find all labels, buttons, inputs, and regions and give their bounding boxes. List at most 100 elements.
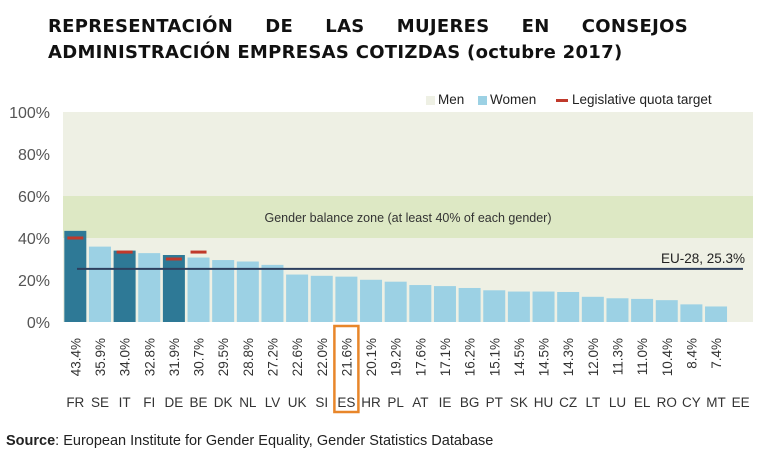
bar-women-hr [360, 279, 383, 322]
value-label: 31.9% [167, 338, 182, 376]
value-label: 20.1% [364, 338, 379, 376]
x-tick-label: LV [265, 395, 281, 410]
women-boards-bar-chart: 0% 20% 40% 60% 80% 100% Gender balance zone (a… [9, 92, 753, 414]
x-tick-label: SE [91, 395, 109, 410]
bar-women-hu [532, 291, 555, 322]
legend-label-women: Women [490, 92, 536, 107]
quota-marker-de [165, 257, 182, 261]
eu-average-label: EU-28, 25.3% [661, 251, 745, 266]
x-tick-label: PL [387, 395, 404, 410]
value-label: 7.4% [709, 338, 724, 369]
x-tick-label: RO [657, 395, 677, 410]
quota-marker-fr [67, 236, 84, 240]
legend-swatch-quota [556, 99, 568, 102]
value-label: 11.3% [610, 338, 625, 375]
x-tick-label: LT [585, 395, 600, 410]
x-tick-label: UK [288, 395, 307, 410]
bar-women-dk [212, 260, 235, 322]
value-label: 28.8% [241, 338, 256, 376]
chart-title: REPRESENTACIÓN DE LAS MUJERES EN CONSEJO… [48, 14, 688, 66]
gender-balance-zone [63, 196, 753, 238]
x-tick-label: BG [460, 395, 480, 410]
source-text: : European Institute for Gender Equality… [55, 433, 494, 449]
bar-women-nl [236, 261, 259, 322]
bar-women-lv [261, 264, 284, 322]
x-tick-label: PT [486, 395, 503, 410]
y-tick-label: 80% [18, 147, 50, 164]
bar-women-fr [64, 230, 87, 322]
x-tick-label: BE [190, 395, 208, 410]
y-tick-label: 60% [18, 189, 50, 206]
value-label: 34.0% [118, 338, 133, 376]
quota-marker-be [190, 250, 207, 254]
bar-women-mt [705, 306, 728, 322]
bar-women-lu [606, 298, 629, 322]
value-label: 27.2% [265, 338, 280, 376]
bar-women-pl [384, 281, 407, 322]
y-tick-label: 20% [18, 273, 50, 290]
bar-women-ie [433, 286, 456, 322]
bar-women-se [88, 246, 111, 322]
y-tick-label: 40% [18, 231, 50, 248]
x-tick-label: EE [732, 395, 750, 410]
legend-label-men: Men [438, 92, 464, 107]
value-label: 14.5% [537, 338, 552, 376]
source-label: Source [6, 433, 56, 449]
value-label: 12.0% [586, 338, 601, 376]
bar-women-be [187, 257, 210, 322]
bar-women-si [310, 275, 333, 322]
value-label: 43.4% [68, 338, 83, 376]
value-label: 29.5% [216, 338, 231, 376]
x-tick-label: HR [361, 395, 381, 410]
bar-women-it [113, 250, 136, 322]
bar-women-de [162, 255, 185, 322]
legend-swatch-women [478, 96, 487, 105]
value-label: 10.4% [660, 338, 675, 376]
bar-women-cy [680, 304, 703, 322]
y-tick-label: 100% [9, 105, 50, 122]
value-label: 35.9% [93, 338, 108, 376]
x-tick-label: HU [534, 395, 554, 410]
x-tick-label: DE [165, 395, 184, 410]
bar-women-bg [458, 287, 481, 322]
x-tick-label: IE [439, 395, 452, 410]
bar-women-pt [483, 290, 506, 322]
gender-balance-zone-label: Gender balance zone (at least 40% of eac… [265, 211, 552, 225]
value-label: 8.4% [684, 338, 699, 369]
x-tick-label: SK [510, 395, 528, 410]
value-label: 21.6% [339, 338, 354, 376]
chart-title-line-1: REPRESENTACIÓN DE LAS MUJERES EN CONSEJO… [48, 16, 688, 37]
bar-women-ro [655, 300, 678, 322]
bar-women-lt [581, 296, 604, 322]
x-tick-label: AT [412, 395, 428, 410]
highlight-box-es [333, 324, 360, 414]
value-label: 32.8% [142, 338, 157, 376]
value-label: 16.2% [463, 338, 478, 376]
value-label: 17.1% [438, 338, 453, 376]
value-label: 17.6% [413, 338, 428, 376]
value-label: 11.0% [635, 338, 650, 375]
x-tick-label: IT [119, 395, 131, 410]
value-label: 22.6% [290, 338, 305, 376]
bar-women-sk [507, 291, 530, 322]
value-label: 19.2% [389, 338, 404, 376]
bar-women-fi [138, 253, 161, 322]
x-tick-label: CZ [559, 395, 577, 410]
x-tick-label: CY [682, 395, 701, 410]
x-tick-label: DK [214, 395, 233, 410]
x-tick-label: EL [634, 395, 651, 410]
x-tick-label: LU [609, 395, 626, 410]
y-tick-label: 0% [27, 315, 50, 332]
bar-women-uk [286, 274, 309, 322]
bar-women-at [409, 285, 432, 322]
x-tick-label: FI [143, 395, 155, 410]
x-tick-label: NL [239, 395, 257, 410]
value-label: 30.7% [192, 338, 207, 376]
x-tick-label: ES [337, 395, 355, 410]
source-note: Source: European Institute for Gender Eq… [6, 433, 493, 449]
quota-marker-it [116, 250, 133, 254]
value-label: 14.3% [561, 338, 576, 376]
legend-swatch-men [426, 96, 435, 105]
bar-women-el [631, 298, 654, 322]
x-tick-label: MT [706, 395, 726, 410]
